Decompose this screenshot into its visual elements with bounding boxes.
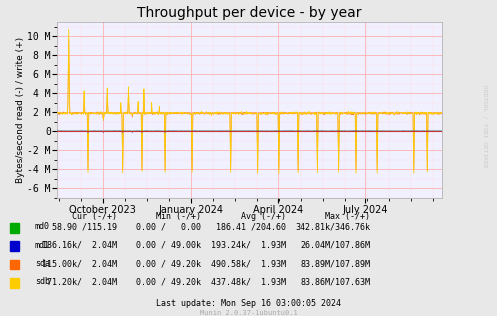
Text: 490.58k/  1.93M: 490.58k/ 1.93M <box>211 259 286 268</box>
Text: 342.81k/346.76k: 342.81k/346.76k <box>295 222 370 231</box>
Text: 186.41 /204.60: 186.41 /204.60 <box>216 222 286 231</box>
Text: md0: md0 <box>35 222 50 231</box>
Title: Throughput per device - by year: Throughput per device - by year <box>138 6 362 20</box>
Text: 437.48k/  1.93M: 437.48k/ 1.93M <box>211 277 286 286</box>
Text: Cur (-/+): Cur (-/+) <box>72 212 117 221</box>
Text: sda: sda <box>35 259 50 268</box>
Text: md1: md1 <box>35 241 50 250</box>
Text: 71.20k/  2.04M: 71.20k/ 2.04M <box>47 277 117 286</box>
Text: Min (-/+): Min (-/+) <box>156 212 201 221</box>
Text: RRDTOOL / TOBI OETIKER: RRDTOOL / TOBI OETIKER <box>482 85 487 168</box>
Text: Avg (-/+): Avg (-/+) <box>241 212 286 221</box>
Text: Last update: Mon Sep 16 03:00:05 2024: Last update: Mon Sep 16 03:00:05 2024 <box>156 299 341 308</box>
Y-axis label: Bytes/second read (-) / write (+): Bytes/second read (-) / write (+) <box>15 37 25 183</box>
Text: 58.90 /115.19: 58.90 /115.19 <box>52 222 117 231</box>
Text: 0.00 / 49.20k: 0.00 / 49.20k <box>136 277 201 286</box>
Text: sdb: sdb <box>35 277 50 286</box>
Text: 0.00 / 49.20k: 0.00 / 49.20k <box>136 259 201 268</box>
Text: 115.00k/  2.04M: 115.00k/ 2.04M <box>42 259 117 268</box>
Text: 83.89M/107.89M: 83.89M/107.89M <box>300 259 370 268</box>
Text: 0.00 /   0.00: 0.00 / 0.00 <box>136 222 201 231</box>
Text: 26.04M/107.86M: 26.04M/107.86M <box>300 241 370 250</box>
Text: 0.00 / 49.00k: 0.00 / 49.00k <box>136 241 201 250</box>
Text: Munin 2.0.37-1ubuntu0.1: Munin 2.0.37-1ubuntu0.1 <box>200 310 297 316</box>
Text: 83.86M/107.63M: 83.86M/107.63M <box>300 277 370 286</box>
Text: 193.24k/  1.93M: 193.24k/ 1.93M <box>211 241 286 250</box>
Text: 186.16k/  2.04M: 186.16k/ 2.04M <box>42 241 117 250</box>
Text: Max (-/+): Max (-/+) <box>325 212 370 221</box>
